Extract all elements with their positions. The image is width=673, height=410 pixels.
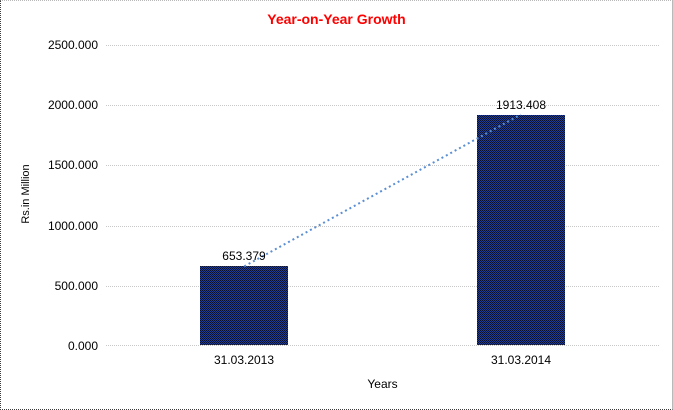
x-tick-2014: 31.03.2014: [490, 353, 552, 367]
gridline: [106, 165, 659, 166]
y-tick-label: 1500.000: [47, 158, 98, 172]
gridline: [106, 45, 659, 46]
y-tick-label: 1000.000: [47, 219, 98, 233]
y-tick-label: 2000.000: [47, 98, 98, 112]
gridline: [106, 345, 659, 346]
bar-2013: [200, 266, 288, 345]
data-label-2014: 1913.408: [495, 98, 547, 112]
y-tick-label: 0.000: [67, 339, 98, 353]
y-axis-title: Rs.in Million: [20, 164, 32, 224]
y-tick-label: 500.000: [54, 279, 98, 293]
gridline: [106, 105, 659, 106]
bar-2014: [477, 115, 565, 345]
gridline: [106, 226, 659, 227]
gridline: [106, 286, 659, 287]
trend-line: [243, 113, 522, 268]
chart-title: Year-on-Year Growth: [267, 11, 406, 27]
plot-area: 653.379 1913.408: [106, 45, 659, 346]
y-tick-label: 2500.000: [47, 38, 98, 52]
x-axis-title: Years: [367, 377, 398, 391]
x-tick-2013: 31.03.2013: [213, 353, 275, 367]
data-label-2013: 653.379: [222, 249, 266, 263]
